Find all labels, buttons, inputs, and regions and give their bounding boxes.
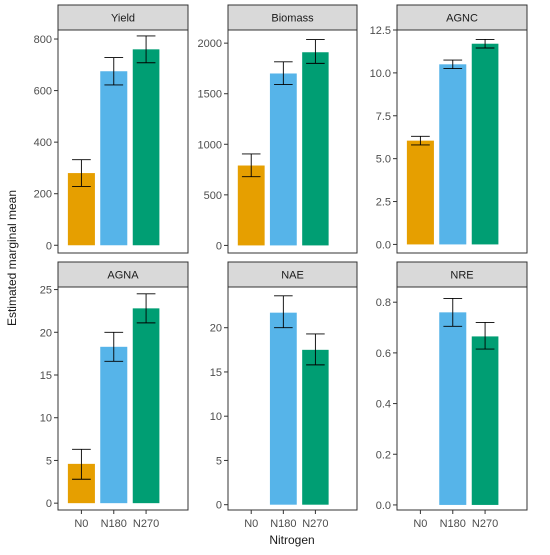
facet-title-nre: NRE: [450, 270, 473, 282]
y-tick-label-nae: 10: [210, 411, 222, 423]
y-tick-label-agnc: 0.0: [376, 239, 391, 251]
bar-yield-n270: [132, 49, 160, 246]
y-tick-label-biomass: 500: [204, 190, 222, 202]
facet-title-agna: AGNA: [107, 270, 139, 282]
y-tick-label-agna: 5: [46, 455, 52, 467]
y-tick-label-agnc: 12.5: [370, 25, 391, 37]
panel-border-nae: [227, 286, 358, 511]
x-tick-label-nre: N0: [413, 518, 427, 530]
y-tick-label-agnc: 10.0: [370, 68, 391, 80]
facet-strip-agna: [57, 261, 189, 288]
y-tick-label-nre: 0.4: [376, 399, 391, 411]
panel-border-nre: [396, 286, 528, 511]
bar-agna-n180: [100, 346, 128, 504]
bar-nae-n270: [302, 349, 329, 505]
facet-title-biomass: Biomass: [271, 13, 314, 25]
y-tick-label-agnc: 2.5: [376, 197, 391, 209]
x-tick-label-agna: N270: [133, 518, 159, 530]
x-tick-label-nae: N0: [244, 518, 258, 530]
bar-biomass-n0: [237, 165, 265, 246]
bar-biomass-n180: [269, 73, 297, 246]
facet-title-yield: Yield: [111, 13, 135, 25]
y-tick-label-nae: 15: [210, 367, 222, 379]
bar-biomass-n270: [302, 52, 329, 246]
y-tick-label-yield: 400: [34, 137, 52, 149]
bar-nae-n180: [269, 312, 297, 505]
y-tick-label-biomass: 1500: [198, 89, 222, 101]
y-tick-label-agna: 10: [40, 413, 52, 425]
bar-nre-n270: [471, 336, 499, 505]
bar-yield-n180: [100, 71, 128, 246]
x-tick-label-agna: N180: [101, 518, 127, 530]
bar-agnc-n0: [406, 140, 434, 245]
x-axis-title: Nitrogen: [269, 533, 314, 547]
facet-strip-agnc: [396, 4, 528, 31]
y-tick-label-agna: 25: [40, 285, 52, 297]
bar-agna-n270: [132, 308, 160, 504]
y-tick-label-nae: 5: [216, 455, 222, 467]
y-tick-label-nre: 0.8: [376, 297, 391, 309]
y-tick-label-yield: 600: [34, 86, 52, 98]
panel-border-agna: [57, 286, 189, 511]
panel-border-yield: [57, 29, 189, 254]
facet-strip-nre: [396, 261, 528, 288]
y-axis-title: Estimated marginal mean: [5, 190, 19, 326]
facet-title-agnc: AGNC: [446, 13, 478, 25]
y-tick-label-nae: 20: [210, 323, 222, 335]
x-tick-label-agna: N0: [74, 518, 88, 530]
y-tick-label-agnc: 7.5: [376, 111, 391, 123]
y-tick-label-agnc: 5.0: [376, 154, 391, 166]
x-tick-label-nre: N270: [472, 518, 498, 530]
y-tick-label-nre: 0.6: [376, 348, 391, 360]
y-tick-label-biomass: 1000: [198, 139, 222, 151]
y-tick-label-nae: 0: [216, 500, 222, 512]
y-tick-label-agna: 15: [40, 370, 52, 382]
facet-title-nae: NAE: [281, 270, 304, 282]
y-tick-label-biomass: 0: [216, 240, 222, 252]
x-tick-label-nae: N270: [302, 518, 328, 530]
x-tick-label-nre: N180: [440, 518, 466, 530]
y-tick-label-agna: 0: [46, 498, 52, 510]
y-tick-label-nre: 0.2: [376, 449, 391, 461]
y-tick-label-yield: 0: [46, 240, 52, 252]
y-tick-label-yield: 800: [34, 34, 52, 46]
x-tick-label-nae: N180: [270, 518, 296, 530]
bar-agnc-n270: [471, 43, 499, 245]
bar-nre-n180: [439, 312, 467, 505]
panel-border-agnc: [396, 29, 528, 254]
facet-strip-nae: [227, 261, 358, 288]
facet-strip-yield: [57, 4, 189, 31]
y-tick-label-agna: 20: [40, 327, 52, 339]
y-tick-label-yield: 200: [34, 189, 52, 201]
facet-strip-biomass: [227, 4, 358, 31]
y-tick-label-biomass: 2000: [198, 38, 222, 50]
bar-agnc-n180: [439, 64, 467, 245]
panel-border-biomass: [227, 29, 358, 254]
y-tick-label-nre: 0.0: [376, 500, 391, 512]
